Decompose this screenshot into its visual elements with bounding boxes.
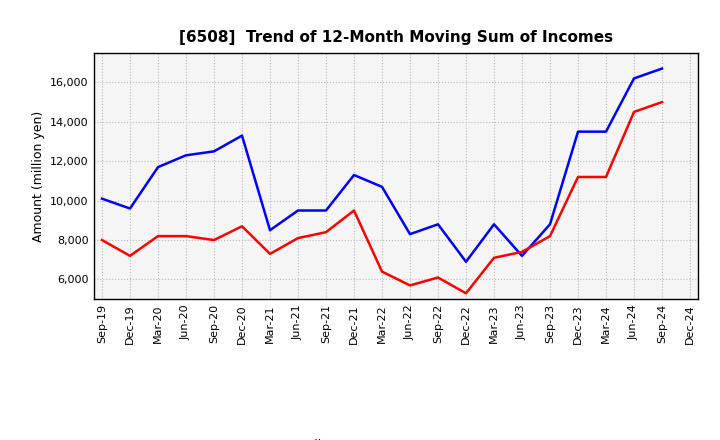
Net Income bbox=[602, 174, 611, 180]
Net Income bbox=[350, 208, 359, 213]
Ordinary Income bbox=[322, 208, 330, 213]
Ordinary Income bbox=[462, 259, 470, 264]
Ordinary Income bbox=[630, 76, 639, 81]
Net Income bbox=[210, 238, 218, 243]
Net Income bbox=[574, 174, 582, 180]
Title: [6508]  Trend of 12-Month Moving Sum of Incomes: [6508] Trend of 12-Month Moving Sum of I… bbox=[179, 29, 613, 45]
Net Income bbox=[630, 109, 639, 114]
Net Income bbox=[546, 234, 554, 239]
Ordinary Income bbox=[266, 227, 274, 233]
Net Income bbox=[181, 234, 190, 239]
Net Income bbox=[322, 230, 330, 235]
Net Income bbox=[657, 99, 666, 105]
Net Income bbox=[126, 253, 135, 258]
Ordinary Income bbox=[126, 206, 135, 211]
Ordinary Income bbox=[210, 149, 218, 154]
Line: Net Income: Net Income bbox=[102, 102, 662, 293]
Net Income bbox=[518, 249, 526, 254]
Net Income bbox=[490, 255, 498, 260]
Net Income bbox=[294, 235, 302, 241]
Legend: Ordinary Income, Net Income: Ordinary Income, Net Income bbox=[249, 433, 543, 440]
Ordinary Income bbox=[98, 196, 107, 202]
Ordinary Income bbox=[405, 231, 414, 237]
Ordinary Income bbox=[602, 129, 611, 134]
Net Income bbox=[153, 234, 162, 239]
Ordinary Income bbox=[657, 66, 666, 71]
Y-axis label: Amount (million yen): Amount (million yen) bbox=[32, 110, 45, 242]
Ordinary Income bbox=[181, 153, 190, 158]
Net Income bbox=[462, 291, 470, 296]
Net Income bbox=[433, 275, 442, 280]
Ordinary Income bbox=[490, 222, 498, 227]
Ordinary Income bbox=[238, 133, 246, 138]
Ordinary Income bbox=[546, 222, 554, 227]
Ordinary Income bbox=[153, 165, 162, 170]
Net Income bbox=[378, 269, 387, 274]
Ordinary Income bbox=[574, 129, 582, 134]
Net Income bbox=[98, 238, 107, 243]
Net Income bbox=[405, 283, 414, 288]
Ordinary Income bbox=[378, 184, 387, 190]
Ordinary Income bbox=[350, 172, 359, 178]
Ordinary Income bbox=[294, 208, 302, 213]
Line: Ordinary Income: Ordinary Income bbox=[102, 69, 662, 262]
Net Income bbox=[266, 251, 274, 257]
Net Income bbox=[238, 224, 246, 229]
Ordinary Income bbox=[518, 253, 526, 258]
Ordinary Income bbox=[433, 222, 442, 227]
